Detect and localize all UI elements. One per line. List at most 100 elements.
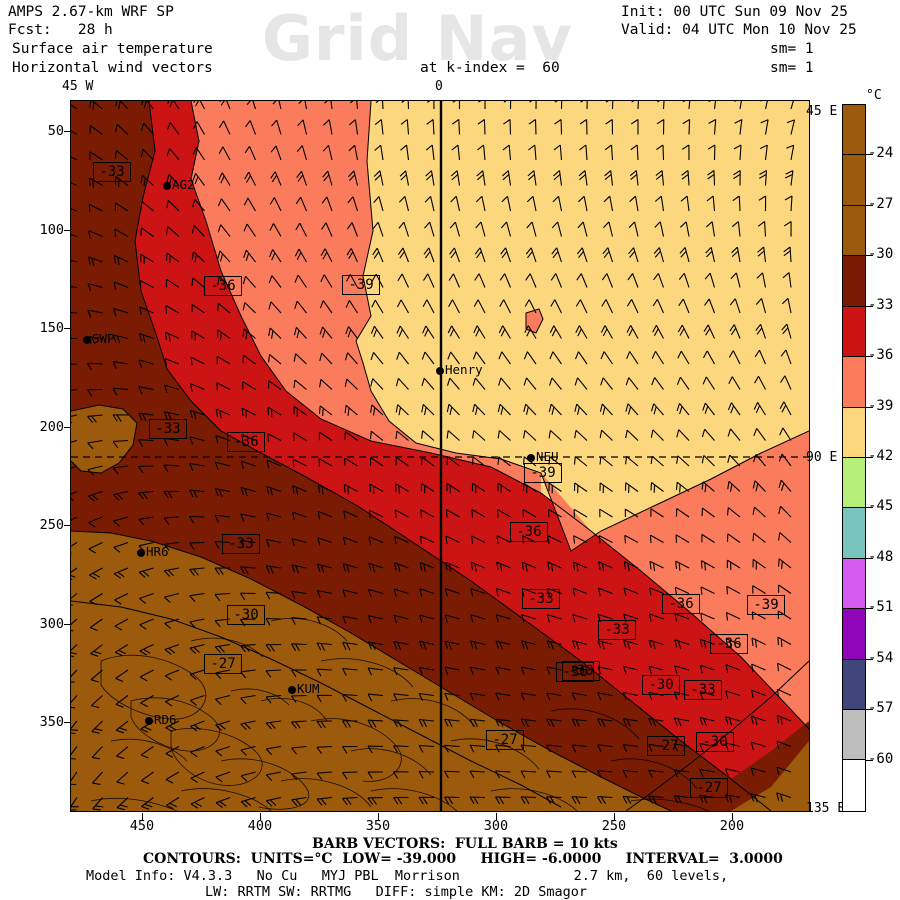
wind-barb-shaft xyxy=(458,119,461,135)
wind-barb-flag xyxy=(367,797,374,805)
colorbar-tick-mark xyxy=(866,407,873,408)
wind-barb-flag xyxy=(674,587,678,596)
wind-barb-flag xyxy=(400,144,407,151)
wind-barb-flag xyxy=(474,247,481,255)
wind-barb-flag xyxy=(397,563,401,573)
wind-barb-flag xyxy=(71,629,74,632)
wind-barb-shaft xyxy=(574,482,588,492)
wind-barb-flag xyxy=(445,535,448,544)
wind-barb-flag xyxy=(422,641,427,650)
wind-barb-shaft xyxy=(547,614,562,620)
wind-barb-flag xyxy=(193,101,196,103)
wind-barb-shaft xyxy=(421,482,435,492)
wind-barb-shaft xyxy=(240,566,256,569)
wind-barb-shaft xyxy=(302,119,308,135)
wind-barb-shaft xyxy=(400,299,409,314)
wind-barb-flag xyxy=(112,494,120,501)
wind-barb-shaft xyxy=(267,406,282,416)
wind-barb-flag xyxy=(755,483,759,492)
wind-barb-shaft xyxy=(789,246,792,263)
wind-barb-flag xyxy=(113,255,117,264)
wind-barb-flag xyxy=(472,351,477,360)
map-plot-area[interactable]: AG2 SWP Henry NEU HR6 KUM RD6 -33 -36 -39 -33 -36-… xyxy=(70,100,810,812)
wind-barb-shaft xyxy=(189,436,205,442)
wind-barb-flag xyxy=(627,563,630,572)
wind-barb-flag xyxy=(699,743,704,752)
wind-barb-shaft xyxy=(292,485,307,493)
wind-barb-flag xyxy=(603,251,610,259)
wind-barb-flag xyxy=(622,796,628,804)
wind-barb-flag xyxy=(393,797,399,805)
wind-barb-flag xyxy=(625,456,628,465)
wind-barb-shaft xyxy=(781,453,792,467)
wind-barb-shaft xyxy=(342,615,358,620)
colorbar-segment xyxy=(843,558,865,610)
wind-barb-flag xyxy=(294,274,299,283)
wind-barb-flag xyxy=(526,195,534,203)
wind-barb-flag xyxy=(546,640,551,649)
lon-label-top-center: 0 xyxy=(435,79,443,94)
wind-barb-flag xyxy=(648,639,652,648)
wind-barb-flag xyxy=(320,643,326,651)
wind-barb-shaft xyxy=(444,666,460,671)
wind-barb-flag xyxy=(525,406,529,415)
wind-barb-flag xyxy=(243,566,249,575)
wind-barb-flag xyxy=(220,175,225,184)
wind-barb-flag xyxy=(653,247,660,254)
wind-barb-shaft xyxy=(114,255,129,263)
wind-barb-flag xyxy=(499,563,503,572)
wind-barb-flag xyxy=(649,561,652,570)
wind-barb-shaft xyxy=(479,247,486,263)
wind-barb-shaft xyxy=(578,325,588,339)
wind-barb-shaft xyxy=(348,300,358,314)
wind-barb-flag xyxy=(707,173,715,180)
wind-barb-shaft xyxy=(342,771,358,774)
wind-barb-flag xyxy=(422,719,428,728)
wind-barb-flag xyxy=(498,351,503,360)
wind-barb-flag xyxy=(240,801,248,808)
wind-barb-shaft xyxy=(114,618,129,627)
wind-barb-shaft xyxy=(347,352,358,365)
wind-barb-flag xyxy=(422,325,427,334)
wind-barb-shaft xyxy=(368,615,384,620)
wind-barb-flag xyxy=(113,308,117,317)
wind-barb-shaft xyxy=(266,591,282,595)
wind-barb-flag xyxy=(270,330,274,339)
wind-barb-flag xyxy=(449,406,453,416)
y-axis-tick-mark xyxy=(64,131,71,132)
wind-barb-flag xyxy=(549,325,555,334)
wind-barb-shaft xyxy=(240,720,256,725)
wind-barb-flag xyxy=(547,535,550,544)
wind-barb-flag xyxy=(242,328,245,337)
wind-barb-shaft xyxy=(113,541,129,548)
wind-barb-shaft xyxy=(165,694,180,703)
wind-barb-flag xyxy=(498,325,504,334)
temperature-colorbar[interactable] xyxy=(842,104,866,812)
wind-barb-shaft xyxy=(597,770,613,773)
wind-barb-shaft xyxy=(572,613,588,620)
wind-barb-shaft xyxy=(506,221,512,237)
wind-barb-shaft xyxy=(727,507,741,518)
wind-barb-flag xyxy=(242,302,246,311)
wind-barb-flag xyxy=(629,251,636,258)
wind-barb-flag xyxy=(759,144,768,150)
wind-barb-shaft xyxy=(246,223,256,237)
wind-barb-shaft xyxy=(546,770,562,773)
wind-barb-flag xyxy=(169,101,174,108)
wind-barb-shaft xyxy=(71,771,78,782)
wind-barb-shaft xyxy=(396,430,409,441)
wind-barb-shaft xyxy=(271,275,282,288)
wind-barb-flag xyxy=(294,248,300,257)
wind-barb-flag xyxy=(191,225,195,234)
contour-value-label: -36 xyxy=(204,276,242,296)
wind-barb-flag xyxy=(189,463,194,472)
wind-barb-shaft xyxy=(190,797,205,805)
wind-barb-flag xyxy=(731,250,739,258)
wind-barb-flag xyxy=(219,253,224,262)
wind-barb-flag xyxy=(265,800,273,807)
wind-barb-flag xyxy=(91,705,100,709)
wind-barb-flag xyxy=(526,221,533,229)
wind-barb-shaft xyxy=(530,247,537,263)
wind-barb-flag xyxy=(246,175,251,183)
wind-barb-shaft xyxy=(656,299,665,314)
